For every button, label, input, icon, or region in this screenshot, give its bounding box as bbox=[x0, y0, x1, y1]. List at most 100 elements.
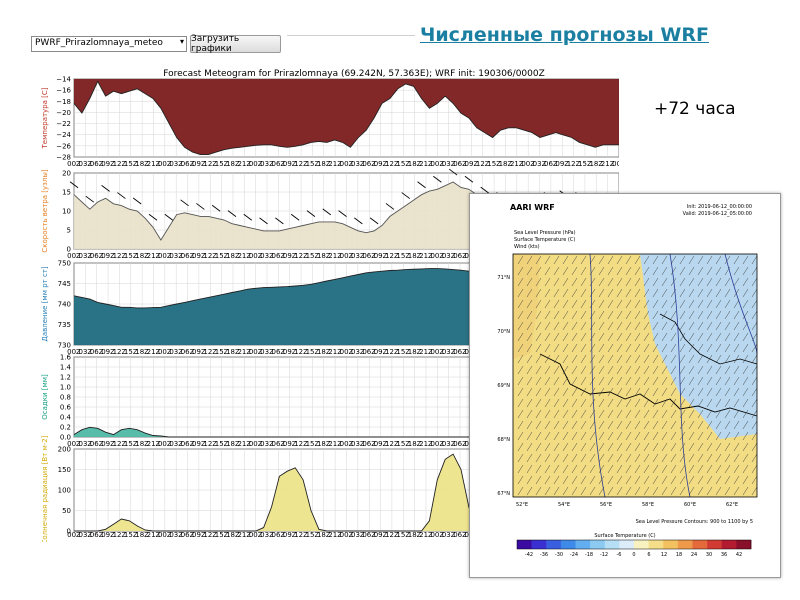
wind-barb bbox=[706, 387, 713, 397]
wind-barb bbox=[751, 475, 758, 485]
wind-barb bbox=[751, 288, 758, 298]
wind-barb bbox=[607, 255, 614, 265]
time-tick-label: 09Z bbox=[192, 531, 206, 539]
wind-barb bbox=[535, 288, 542, 298]
wind-barb bbox=[742, 255, 749, 265]
time-tick-label: 00Z bbox=[430, 531, 444, 539]
time-tick-label: 06Z bbox=[453, 348, 467, 356]
wind-barb bbox=[625, 365, 632, 375]
wind-barb bbox=[733, 332, 740, 342]
wind-barb bbox=[544, 442, 551, 452]
time-tick-label: 06Z bbox=[272, 440, 286, 448]
wind-barb bbox=[571, 486, 578, 496]
wind-barb bbox=[688, 288, 695, 298]
time-tick-label: 21Z bbox=[419, 440, 433, 448]
wind-barb bbox=[652, 299, 659, 309]
wind-barb bbox=[652, 464, 659, 474]
wind-barb bbox=[544, 420, 551, 430]
y-tick-label: 0.0 bbox=[60, 434, 71, 442]
wind-barb bbox=[751, 266, 758, 276]
wind-barb bbox=[679, 277, 686, 287]
wind-barb bbox=[733, 321, 740, 331]
wind-barb bbox=[544, 332, 551, 342]
wind-barb bbox=[688, 420, 695, 430]
time-tick-label: 06Z bbox=[181, 160, 195, 168]
wind-barb bbox=[742, 277, 749, 287]
wind-barb bbox=[652, 332, 659, 342]
wind-barb bbox=[526, 453, 533, 463]
wind-barb bbox=[562, 486, 569, 496]
time-tick-label: 12Z bbox=[294, 348, 308, 356]
wind-barb bbox=[706, 288, 713, 298]
wind-barb bbox=[643, 299, 650, 309]
wind-barb bbox=[562, 255, 569, 265]
wind-barb bbox=[679, 475, 686, 485]
wind-barb bbox=[634, 387, 641, 397]
y-tick-label: 735 bbox=[58, 321, 71, 329]
time-tick-label: 15Z bbox=[396, 440, 410, 448]
time-tick-label: 12Z bbox=[113, 252, 127, 260]
wind-barb bbox=[715, 365, 722, 375]
wind-barb bbox=[544, 431, 551, 441]
time-tick-label: 00Z bbox=[430, 348, 444, 356]
wind-barb bbox=[259, 217, 268, 225]
wind-barb bbox=[517, 420, 524, 430]
time-tick-label: 21Z bbox=[237, 160, 251, 168]
time-tick-label: 03Z bbox=[351, 348, 365, 356]
wind-barb bbox=[598, 475, 605, 485]
wind-barb bbox=[742, 453, 749, 463]
wind-barb bbox=[724, 332, 731, 342]
longitude-label: 62°E bbox=[726, 502, 738, 508]
wind-barb bbox=[625, 299, 632, 309]
wind-barb bbox=[616, 321, 623, 331]
wind-barb bbox=[625, 398, 632, 408]
time-tick-label: 00Z bbox=[158, 440, 172, 448]
time-tick-label: 09Z bbox=[101, 252, 115, 260]
time-tick-label: 15Z bbox=[306, 348, 320, 356]
time-tick-label: 15Z bbox=[215, 531, 229, 539]
time-tick-label: 03Z bbox=[79, 440, 93, 448]
latitude-label: 69°N bbox=[497, 383, 510, 389]
wind-barb bbox=[715, 420, 722, 430]
load-charts-button[interactable]: Загрузить графики bbox=[190, 34, 281, 54]
wind-barb bbox=[562, 453, 569, 463]
wind-barb bbox=[589, 431, 596, 441]
time-tick-label: 15Z bbox=[215, 348, 229, 356]
longitude-label: 56°E bbox=[600, 502, 612, 508]
wind-barb bbox=[544, 354, 551, 364]
time-tick-label: 06Z bbox=[362, 252, 376, 260]
time-tick-label: 09Z bbox=[283, 348, 297, 356]
wind-barb bbox=[571, 255, 578, 265]
wind-barb bbox=[679, 420, 686, 430]
wind-barb bbox=[535, 464, 542, 474]
wind-barb bbox=[562, 299, 569, 309]
wind-barb bbox=[580, 398, 587, 408]
wind-barb bbox=[724, 365, 731, 375]
time-tick-label: 00Z bbox=[430, 440, 444, 448]
wind-barb bbox=[571, 398, 578, 408]
wind-barb bbox=[517, 354, 524, 364]
wind-barb bbox=[688, 442, 695, 452]
wind-barb bbox=[517, 442, 524, 452]
wind-barb bbox=[464, 175, 474, 183]
wind-barb bbox=[598, 442, 605, 452]
wind-barb bbox=[697, 277, 704, 287]
wind-barb bbox=[688, 398, 695, 408]
y-tick-label: −28 bbox=[56, 154, 71, 162]
wind-barb bbox=[544, 398, 551, 408]
wind-barb bbox=[616, 266, 623, 276]
time-tick-label: 06Z bbox=[181, 252, 195, 260]
wind-barb bbox=[544, 376, 551, 386]
wind-barb bbox=[733, 288, 740, 298]
time-tick-label: 03Z bbox=[351, 440, 365, 448]
wind-barb bbox=[715, 431, 722, 441]
station-select[interactable]: PWRF_Prirazlomnaya_meteo ▾ bbox=[31, 36, 187, 52]
wind-barb bbox=[544, 464, 551, 474]
time-tick-label: 12Z bbox=[113, 440, 127, 448]
time-tick-label: 09Z bbox=[192, 348, 206, 356]
wind-barb bbox=[715, 321, 722, 331]
time-tick-label: 09Z bbox=[283, 531, 297, 539]
time-tick-label: 15Z bbox=[396, 531, 410, 539]
time-tick-label: 09Z bbox=[101, 440, 115, 448]
page-title-link[interactable]: Численные прогнозы WRF bbox=[420, 24, 709, 46]
